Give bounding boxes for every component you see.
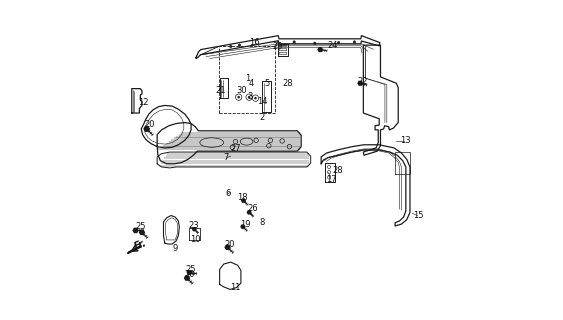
Text: 6: 6: [225, 189, 230, 198]
Text: 28: 28: [333, 166, 343, 175]
Text: 9: 9: [173, 244, 178, 253]
Polygon shape: [318, 48, 323, 52]
Text: 25: 25: [186, 265, 196, 274]
Text: 7: 7: [224, 153, 229, 162]
Text: 29: 29: [272, 42, 283, 51]
Polygon shape: [193, 228, 196, 231]
Text: 21: 21: [215, 86, 226, 95]
Bar: [279, 44, 286, 46]
Bar: [279, 52, 286, 54]
Polygon shape: [140, 230, 144, 235]
Text: 20: 20: [145, 120, 155, 129]
Text: 2: 2: [259, 113, 265, 122]
Text: 19: 19: [240, 220, 251, 228]
Polygon shape: [185, 276, 189, 280]
Text: 28: 28: [282, 79, 293, 88]
Text: 13: 13: [400, 136, 410, 146]
Circle shape: [254, 97, 257, 100]
Circle shape: [293, 41, 296, 43]
Bar: [279, 48, 286, 50]
Text: 4: 4: [249, 79, 254, 88]
Text: 27: 27: [230, 144, 241, 153]
Polygon shape: [225, 245, 230, 249]
Polygon shape: [241, 225, 244, 228]
Polygon shape: [247, 211, 251, 214]
Text: 24: 24: [327, 41, 337, 50]
Text: 17: 17: [327, 174, 337, 184]
Circle shape: [238, 96, 240, 99]
Text: 5: 5: [265, 79, 270, 88]
Text: 20: 20: [184, 270, 195, 279]
Circle shape: [337, 41, 340, 44]
Circle shape: [314, 42, 316, 44]
Text: 20: 20: [225, 240, 235, 249]
Text: 26: 26: [248, 204, 258, 213]
Text: 11: 11: [230, 283, 241, 292]
Text: 18: 18: [238, 193, 248, 202]
Text: 22: 22: [357, 77, 368, 86]
Text: 12: 12: [138, 99, 149, 108]
Text: 30: 30: [236, 86, 247, 95]
Polygon shape: [358, 81, 363, 85]
Text: 16: 16: [249, 38, 260, 47]
Circle shape: [238, 44, 241, 46]
Circle shape: [230, 45, 232, 48]
Polygon shape: [128, 246, 141, 253]
Text: Fr.: Fr.: [133, 237, 149, 252]
Text: 14: 14: [257, 97, 268, 106]
Circle shape: [353, 41, 356, 43]
Text: 8: 8: [259, 218, 265, 227]
Text: 25: 25: [135, 222, 146, 231]
Text: 10: 10: [190, 236, 200, 244]
Text: 3: 3: [247, 92, 252, 101]
Text: 23: 23: [188, 220, 199, 229]
Text: 15: 15: [413, 211, 423, 220]
Polygon shape: [187, 271, 191, 275]
Text: 1: 1: [245, 74, 250, 83]
Polygon shape: [242, 199, 245, 202]
Polygon shape: [133, 228, 138, 233]
Polygon shape: [144, 127, 149, 131]
Circle shape: [248, 96, 251, 99]
